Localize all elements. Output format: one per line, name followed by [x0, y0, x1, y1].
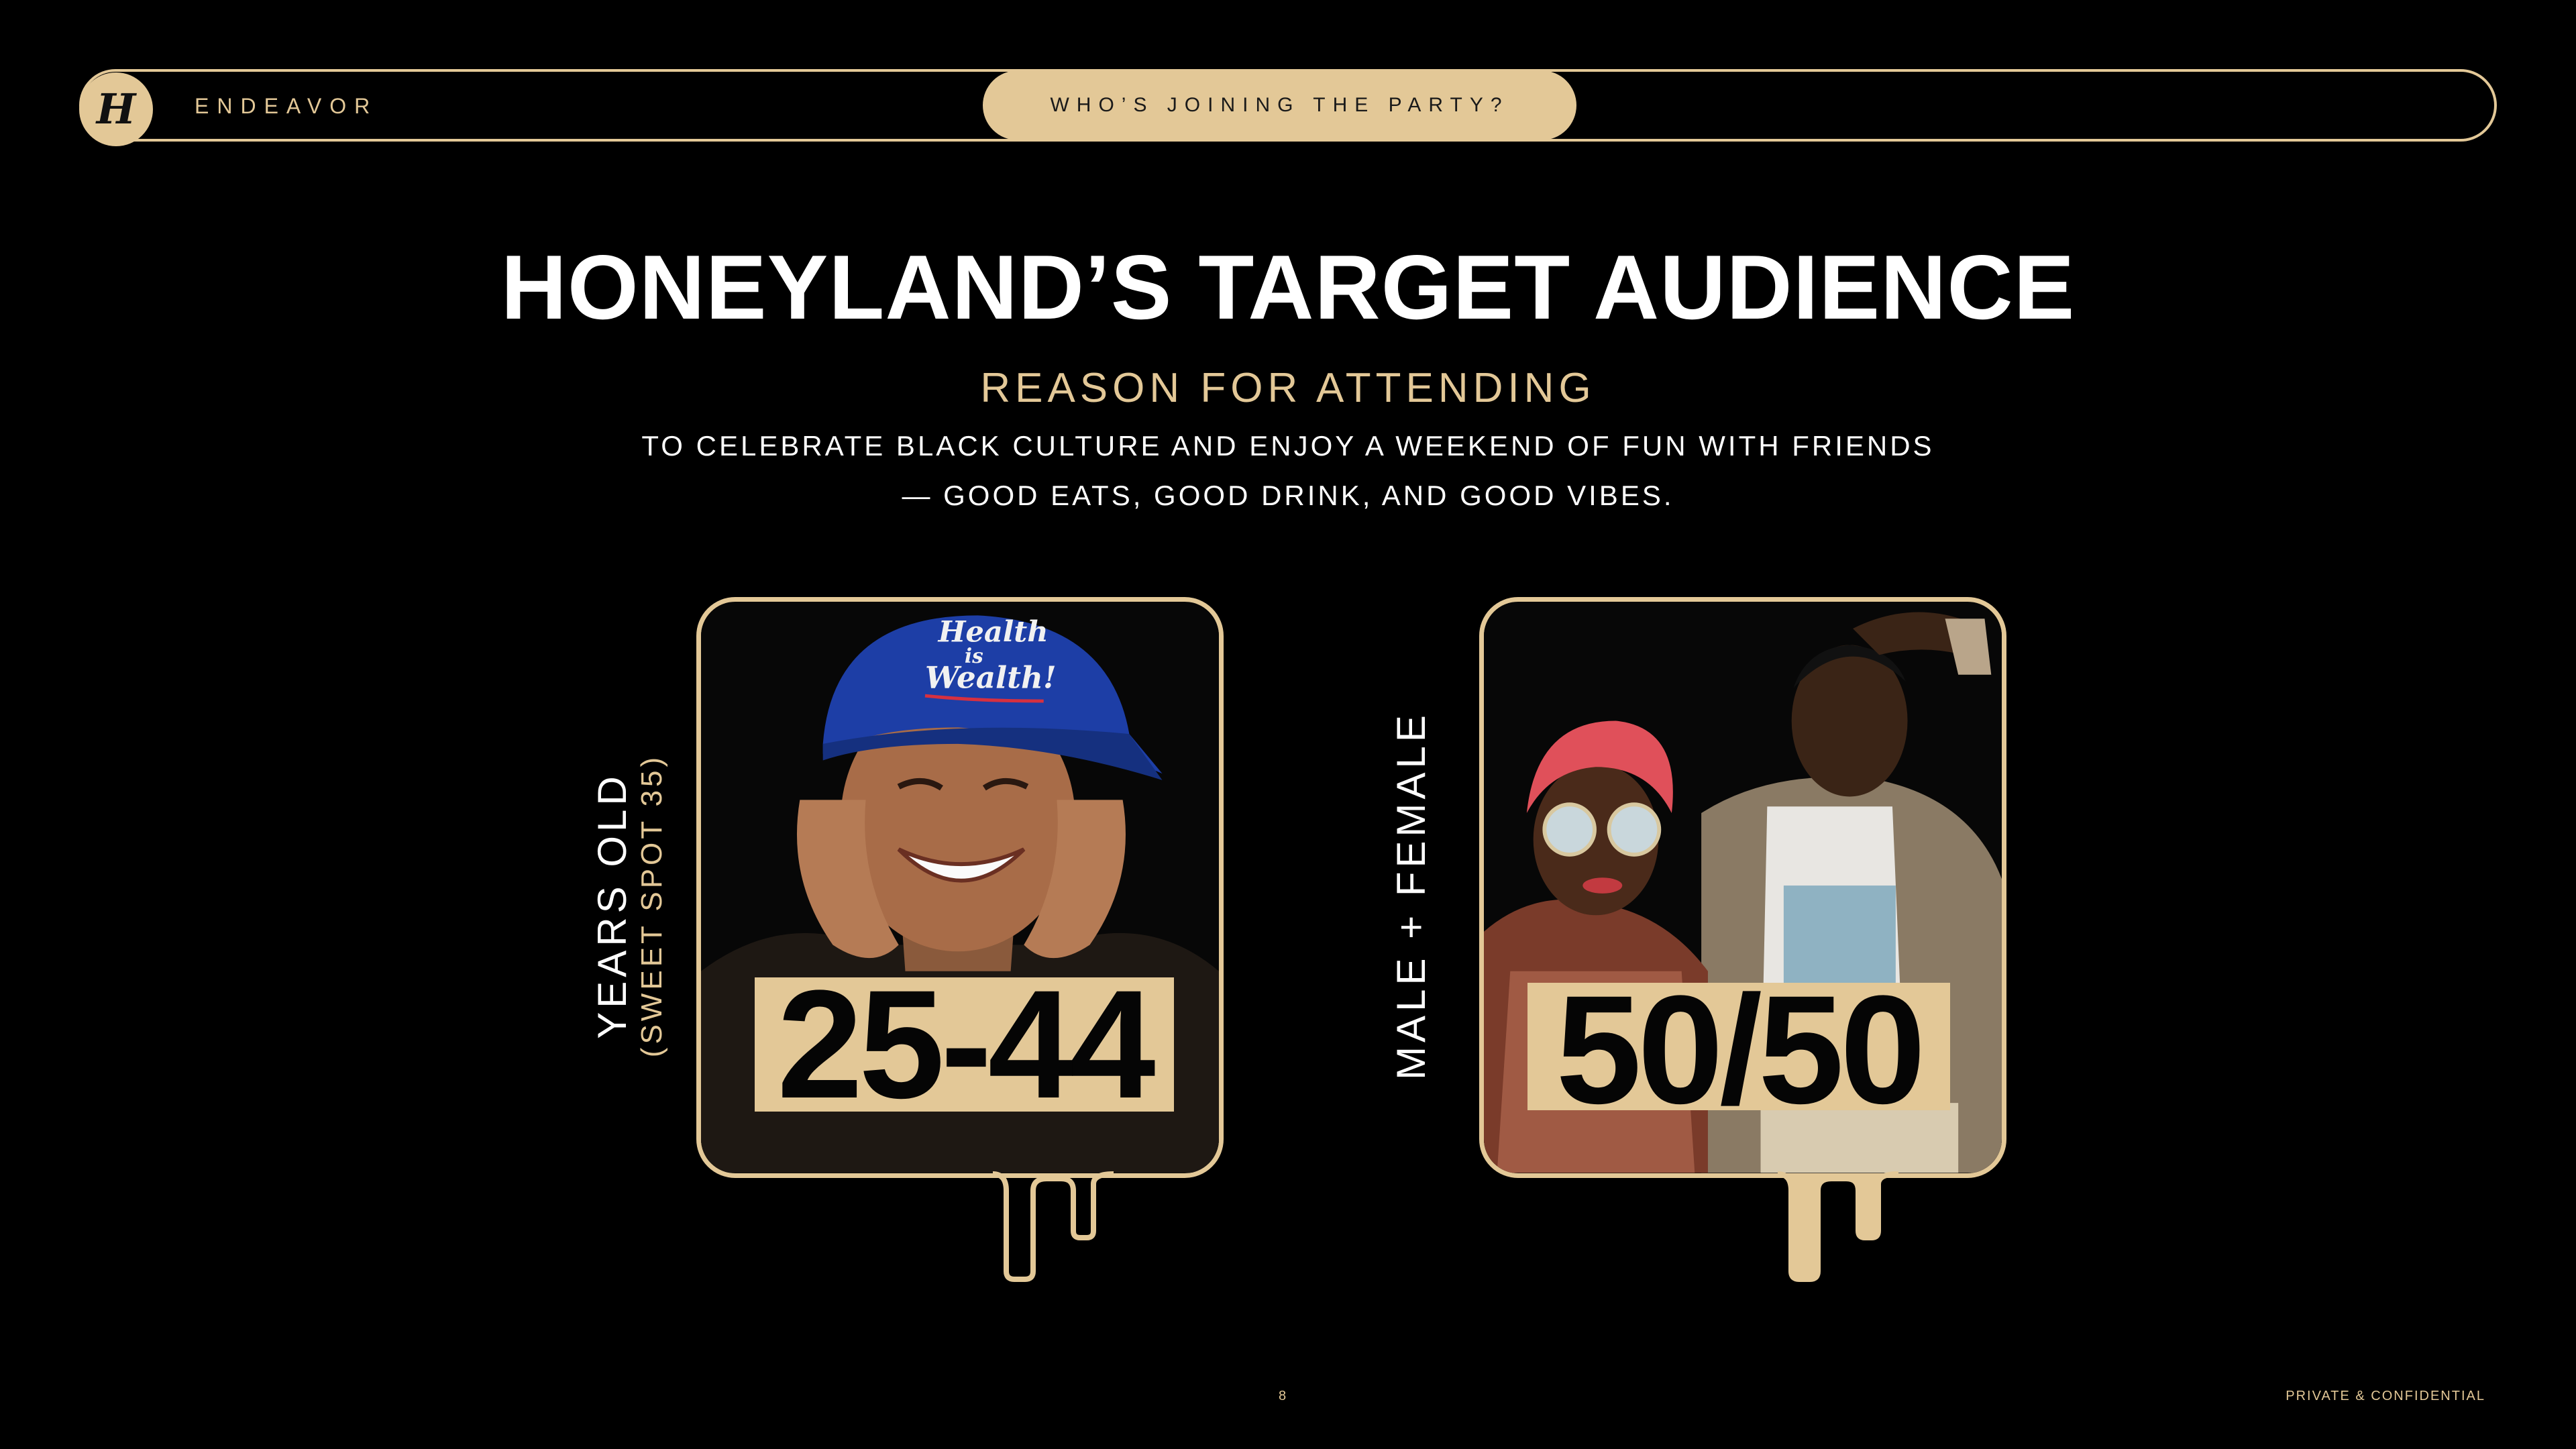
honeyland-logo-icon: H [79, 72, 153, 146]
page-title: HONEYLAND’S TARGET AUDIENCE [500, 236, 2076, 338]
gender-label-main: MALE + FEMALE [1389, 711, 1434, 1080]
logo-letter: H [96, 85, 136, 133]
brand-name: ENDEAVOR [195, 94, 378, 118]
page-number: 8 [1279, 1389, 1287, 1403]
confidential-notice: PRIVATE & CONFIDENTIAL [2286, 1389, 2485, 1403]
description: TO CELEBRATE BLACK CULTURE AND ENJOY A W… [0, 421, 2576, 521]
gender-card-drip-decoration [1777, 1171, 1899, 1282]
section-tab[interactable]: WHO’S JOINING THE PARTY? [983, 70, 1576, 140]
section-subtitle: REASON FOR ATTENDING [980, 365, 1596, 411]
gender-stat-card: 50/50 [1479, 597, 2006, 1178]
description-line-1: TO CELEBRATE BLACK CULTURE AND ENJOY A W… [641, 430, 1935, 462]
gender-ratio-value: 50/50 [1527, 973, 1950, 1127]
age-label-sub: (SWEET SPOT 35) [635, 753, 668, 1058]
age-card-drip-decoration [992, 1171, 1114, 1282]
age-label-main: YEARS OLD [590, 772, 635, 1039]
age-label: YEARS OLD (SWEET SPOT 35) [590, 704, 671, 1107]
cap-text-1: Health [937, 615, 1049, 649]
cap-text-3: Wealth! [925, 659, 1057, 695]
description-line-2: — GOOD EATS, GOOD DRINK, AND GOOD VIBES. [902, 480, 1674, 511]
age-stat-card: Health is Wealth! 25-44 [696, 597, 1224, 1178]
cap-text-2: is [965, 644, 983, 667]
section-tab-label: WHO’S JOINING THE PARTY? [1050, 94, 1509, 116]
age-range-value: 25-44 [755, 967, 1174, 1122]
gender-label: MALE + FEMALE [1389, 694, 1436, 1097]
